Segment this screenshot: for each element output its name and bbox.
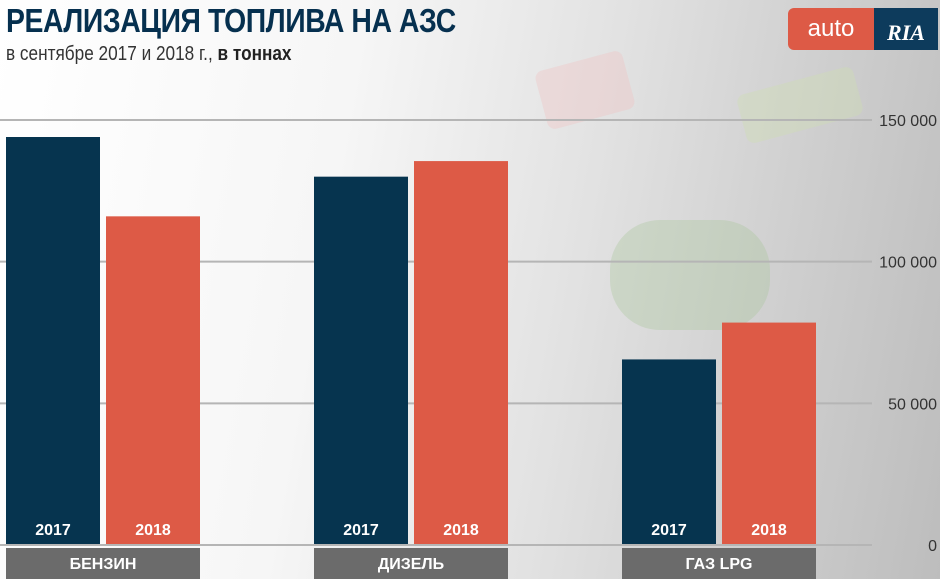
bar-2017-0 [6, 137, 100, 544]
bar-series-label: 2017 [343, 522, 379, 539]
y-tick-label: 100 000 [879, 255, 937, 272]
background-photo-nozzle [610, 220, 770, 330]
bar-series-label: 2018 [443, 522, 479, 539]
bar-2018-0 [106, 216, 200, 545]
bar-series-label: 2017 [35, 522, 71, 539]
bar-2017-2 [622, 359, 716, 544]
bar-2018-2 [722, 322, 816, 544]
y-tick-label: 50 000 [888, 396, 937, 413]
bar-series-label: 2018 [751, 522, 787, 539]
chart-title: РЕАЛИЗАЦИЯ ТОПЛИВА НА АЗС [6, 2, 456, 39]
category-label: БЕНЗИН [70, 556, 137, 573]
category-label: ДИЗЕЛЬ [378, 556, 444, 573]
category-label-bg [314, 548, 508, 579]
category-label: ГАЗ LPG [686, 556, 753, 573]
bar-series-label: 2017 [651, 522, 687, 539]
y-tick-label: 0 [928, 538, 937, 555]
category-label-bg [6, 548, 200, 579]
bar-series-label: 2018 [135, 522, 171, 539]
autoria-logo: auto RIA [788, 8, 938, 50]
bar-2017-1 [314, 176, 408, 544]
y-tick-label: 150 000 [879, 113, 937, 130]
logo-ria: RIA [874, 8, 938, 50]
logo-auto: auto [788, 8, 874, 50]
bar-2018-1 [414, 161, 508, 545]
chart-subtitle: в сентябре 2017 и 2018 г., в тоннах [6, 43, 292, 65]
category-label-bg [622, 548, 816, 579]
